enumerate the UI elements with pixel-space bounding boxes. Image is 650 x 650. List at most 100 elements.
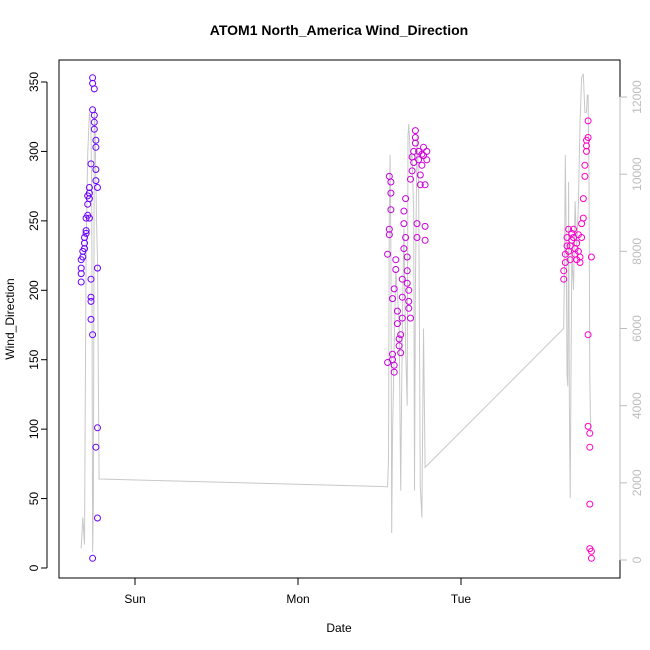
data-point [586,429,594,437]
x-tick-label: Tue [451,592,472,606]
data-point [573,239,581,247]
data-point [413,234,421,241]
data-point [578,234,586,241]
data-point [90,118,98,126]
data-point [403,253,411,261]
data-point [395,335,403,343]
y-left-tick-label: 50 [27,492,41,506]
data-point [581,161,589,169]
data-point [560,267,568,275]
data-point [387,189,395,197]
data-point [89,331,97,339]
data-point [90,85,98,93]
y-left-tick-label: 300 [27,141,41,161]
data-point [89,554,97,562]
data-point [400,245,408,253]
data-point [77,278,85,286]
data-point [94,264,101,272]
data-point [403,267,411,275]
x-axis-label: Date [326,621,352,635]
data-point [407,314,414,322]
data-point [92,136,100,144]
series-line [80,73,592,553]
data-point [87,293,95,301]
data-point [410,147,418,155]
data-point [418,161,426,169]
data-point [416,171,424,179]
y-right-tick-label: 8000 [630,238,644,265]
data-point [402,234,410,241]
data-point [94,424,101,432]
data-point [584,422,592,430]
data-point [387,178,395,186]
plot-frame [58,59,621,579]
data-point [421,236,429,244]
series-points-layer [77,74,595,562]
data-point [85,195,93,203]
data-point [390,368,398,376]
data-point [397,349,405,357]
data-point [423,147,431,155]
data-point [421,222,429,230]
data-point [576,259,584,266]
data-point [392,256,400,264]
data-point [416,181,424,189]
data-point [420,143,427,151]
data-point [84,200,92,208]
data-point [87,315,95,323]
series-line-layer [80,73,592,553]
chart-title: ATOM1 North_America Wind_Direction [210,22,468,38]
data-point [393,307,401,315]
data-point [85,184,93,191]
data-point [81,234,88,241]
data-point [89,74,97,82]
data-point [398,275,406,283]
data-point [90,111,98,119]
data-point [77,264,85,272]
y-right-tick-label: 4000 [630,392,644,419]
data-point [94,514,101,522]
x-axis: Sun Mon Tue [124,577,472,606]
data-point [587,253,595,261]
data-point [390,285,398,293]
data-point [92,143,100,151]
y-right-tick-label: 6000 [630,315,644,342]
data-point [420,152,427,160]
data-point [579,195,587,203]
data-point [92,177,100,185]
data-point [387,206,395,214]
data-point [584,331,592,339]
y-left-tick-label: 100 [27,419,41,439]
data-point [405,297,413,305]
data-point [90,125,98,133]
data-point [402,195,410,203]
y-left-tick-label: 350 [27,72,41,92]
data-point [85,214,93,222]
data-point [584,117,592,125]
y-left-tick-label: 150 [27,349,41,369]
data-point [411,134,419,141]
data-point [407,175,414,183]
y-right-tick-label: 0 [630,556,644,563]
data-point [87,275,95,283]
data-point [389,295,396,303]
data-point [586,500,594,508]
y-axis-left: 0 50 100 150 200 250 300 350 [27,72,48,571]
data-point [405,286,413,294]
data-point [579,214,587,222]
y-axis-right: 0 2000 4000 6000 8000 10000 12000 [619,80,644,563]
data-point [403,279,411,287]
y-left-tick-label: 0 [27,564,41,571]
data-point [586,443,594,451]
data-point [587,547,595,555]
data-point [385,231,393,239]
y-left-tick-label: 200 [27,280,41,300]
data-point [390,361,398,369]
data-point [411,127,419,135]
data-point [415,156,423,164]
data-point [570,225,577,233]
data-point [421,181,429,189]
x-tick-label: Sun [124,592,145,606]
data-point [400,207,408,215]
